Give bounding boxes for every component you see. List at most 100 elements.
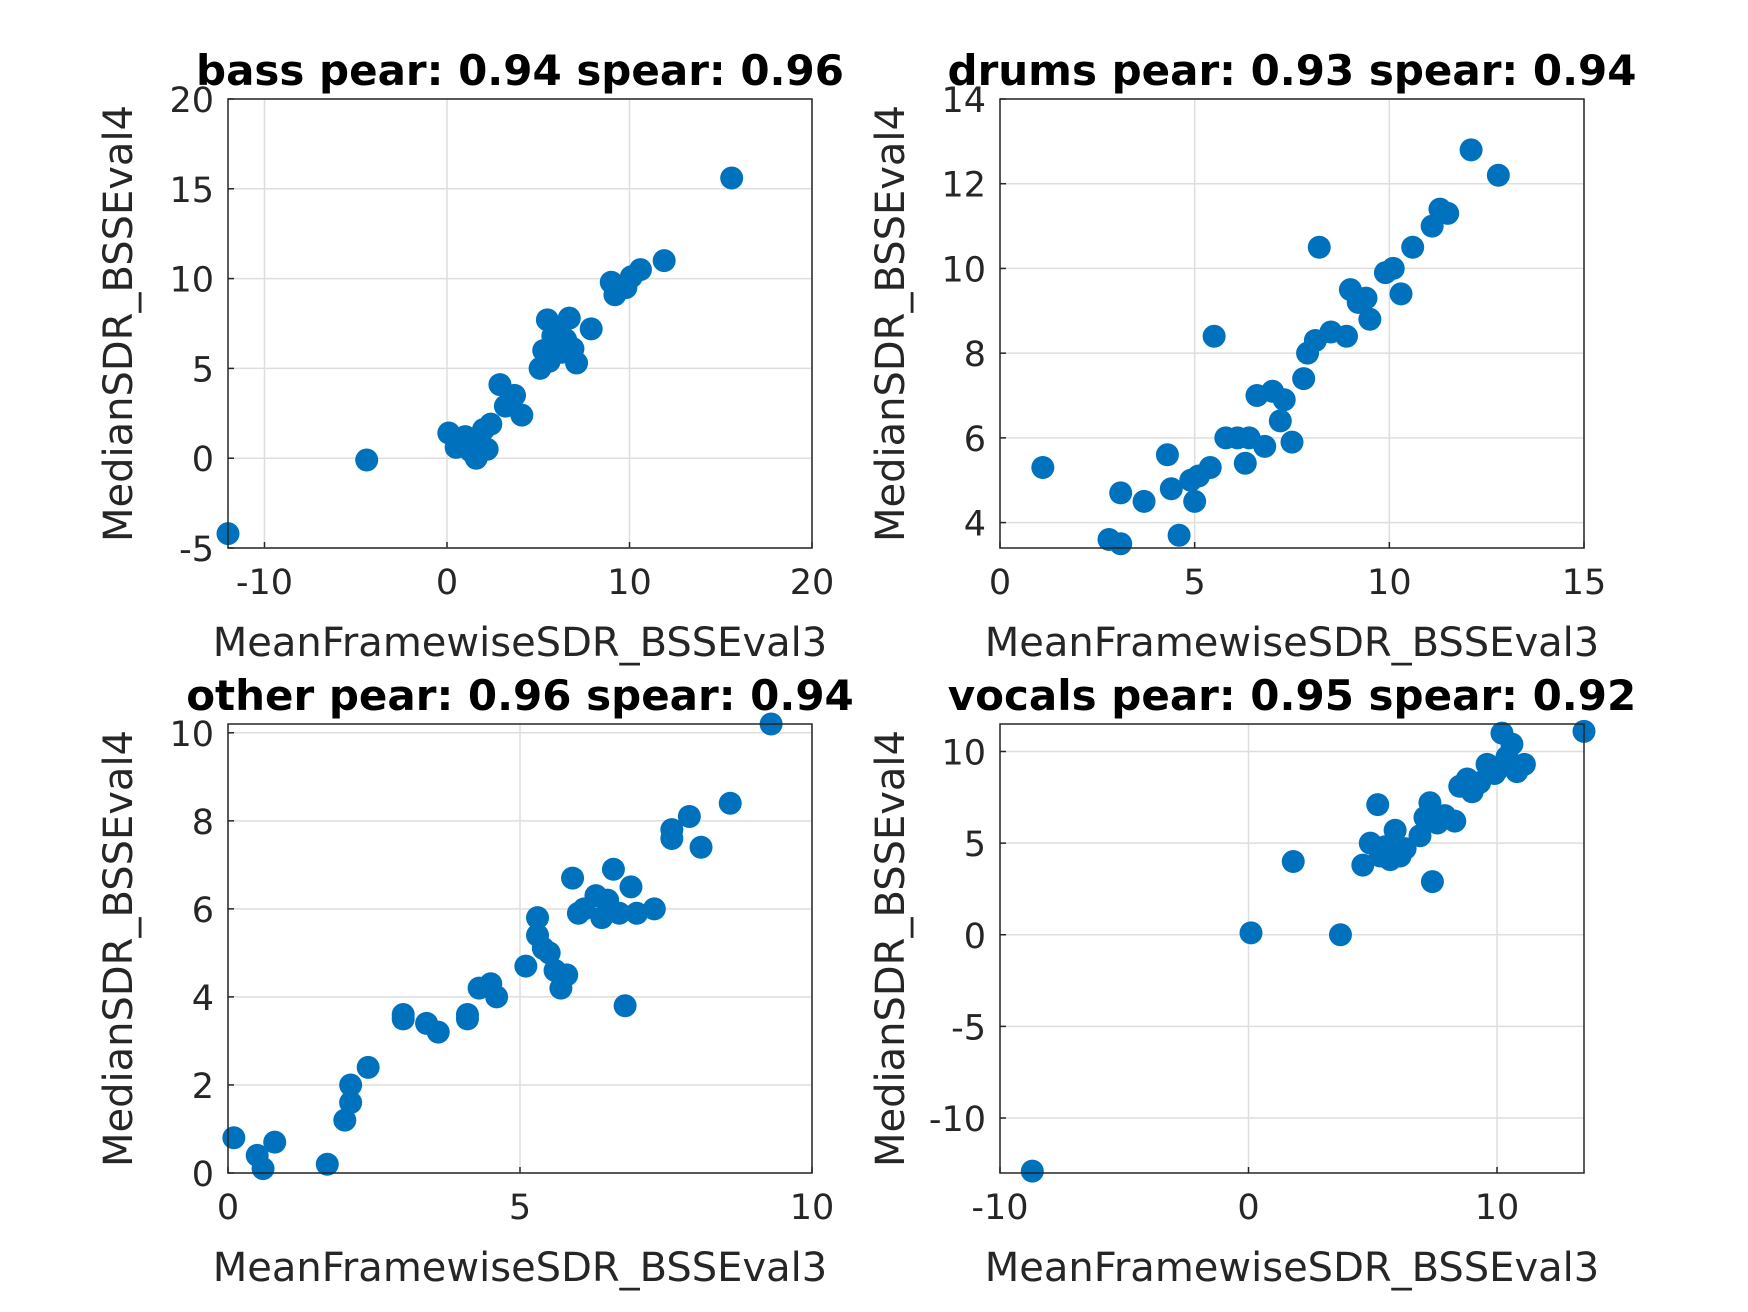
data-point xyxy=(1239,921,1263,945)
data-point xyxy=(1418,791,1442,815)
data-point xyxy=(1183,489,1207,513)
data-point xyxy=(1459,138,1483,162)
data-point xyxy=(1393,837,1417,861)
y-tick-label: 6 xyxy=(964,420,986,460)
data-point xyxy=(391,1003,415,1027)
plot-area xyxy=(1000,724,1584,1173)
y-tick-label: 5 xyxy=(192,350,214,390)
data-point xyxy=(1328,923,1352,947)
data-point xyxy=(565,351,589,375)
y-tick-label: 0 xyxy=(964,917,986,957)
data-point xyxy=(677,804,701,828)
data-point xyxy=(1335,324,1359,348)
data-point xyxy=(1401,235,1425,259)
y-tick-label: 0 xyxy=(192,440,214,480)
plot-area xyxy=(228,99,812,548)
data-point xyxy=(426,1020,450,1044)
data-point xyxy=(652,249,676,273)
data-point xyxy=(619,875,643,899)
x-tick-label: 5 xyxy=(1184,563,1206,603)
y-tick-label: 4 xyxy=(192,979,214,1019)
x-axis-label: MeanFramewiseSDR_BSSEval3 xyxy=(213,620,827,666)
data-point xyxy=(355,448,379,472)
data-point xyxy=(1272,388,1296,412)
data-point xyxy=(1358,307,1382,331)
data-point xyxy=(1512,752,1536,776)
y-tick-label: 10 xyxy=(169,715,214,755)
data-point xyxy=(601,857,625,881)
data-point xyxy=(607,901,631,925)
y-tick-label: 10 xyxy=(169,261,214,301)
data-point xyxy=(356,1055,380,1079)
data-point xyxy=(1109,532,1133,556)
y-tick-label: -5 xyxy=(951,1008,986,1048)
data-point xyxy=(479,412,503,436)
y-tick-label: 2 xyxy=(192,1067,214,1107)
data-point xyxy=(1381,256,1405,280)
x-tick-label: 10 xyxy=(1367,563,1412,603)
data-point xyxy=(642,897,666,921)
data-point xyxy=(1268,409,1292,433)
data-point xyxy=(503,383,527,407)
data-point xyxy=(251,1157,275,1181)
data-point xyxy=(1233,451,1257,475)
data-point xyxy=(660,818,684,842)
y-axis-label: MedianSDR_BSSEval4 xyxy=(96,105,142,542)
axes-box xyxy=(999,98,1585,549)
data-point xyxy=(1031,456,1055,480)
axes-box xyxy=(227,98,813,549)
x-tick-label: 10 xyxy=(790,1188,835,1228)
data-point xyxy=(485,985,509,1009)
data-point xyxy=(1420,870,1444,894)
data-point xyxy=(1292,367,1316,391)
x-tick-label: 5 xyxy=(509,1188,531,1228)
data-point xyxy=(1202,324,1226,348)
data-point xyxy=(315,1152,339,1176)
data-point xyxy=(1443,809,1467,833)
data-point xyxy=(1351,853,1375,877)
y-tick-label: 8 xyxy=(192,803,214,843)
data-point xyxy=(1354,286,1378,310)
x-tick-label: 0 xyxy=(217,1188,239,1228)
data-point xyxy=(514,954,538,978)
data-point xyxy=(613,994,637,1018)
y-tick-label: 20 xyxy=(169,81,214,121)
y-tick-label: 14 xyxy=(941,81,986,121)
subplot-title: bass pear: 0.94 spear: 0.96 xyxy=(196,46,844,95)
x-axis-label: MeanFramewiseSDR_BSSEval3 xyxy=(985,620,1599,666)
y-tick-label: 6 xyxy=(192,891,214,931)
data-point xyxy=(1198,456,1222,480)
x-tick-label: 10 xyxy=(607,563,652,603)
data-point xyxy=(555,963,579,987)
plot-area xyxy=(1000,99,1584,548)
y-tick-label: 5 xyxy=(964,825,986,865)
data-point xyxy=(625,901,649,925)
y-axis-label: MedianSDR_BSSEval4 xyxy=(868,730,914,1167)
data-point xyxy=(1020,1159,1044,1183)
subplot-title: drums pear: 0.93 spear: 0.94 xyxy=(948,46,1637,95)
y-axis-label: MedianSDR_BSSEval4 xyxy=(868,105,914,542)
x-tick-label: 0 xyxy=(436,563,458,603)
data-point xyxy=(333,1108,357,1132)
subplot-title: other pear: 0.96 spear: 0.94 xyxy=(186,671,854,720)
subplot-4: -10 0 10 -10 -5 0 5 10 vocals pear: 0.95 spear: … xyxy=(868,671,1636,1291)
data-point xyxy=(339,1091,363,1115)
data-point xyxy=(561,866,585,890)
data-point xyxy=(1253,434,1277,458)
y-tick-label: 0 xyxy=(192,1155,214,1195)
subplot-title: vocals pear: 0.95 spear: 0.92 xyxy=(948,671,1636,720)
axes-box xyxy=(227,723,813,1174)
y-tick-label: 15 xyxy=(169,171,214,211)
y-tick-label: 8 xyxy=(964,335,986,375)
x-tick-label: 0 xyxy=(1237,1188,1259,1228)
y-tick-label: 12 xyxy=(941,166,986,206)
data-point xyxy=(1408,824,1432,848)
data-point xyxy=(222,1126,246,1150)
data-point xyxy=(510,403,534,427)
x-tick-label: 20 xyxy=(790,563,835,603)
data-point xyxy=(1132,489,1156,513)
data-point xyxy=(1307,235,1331,259)
data-point xyxy=(720,166,744,190)
